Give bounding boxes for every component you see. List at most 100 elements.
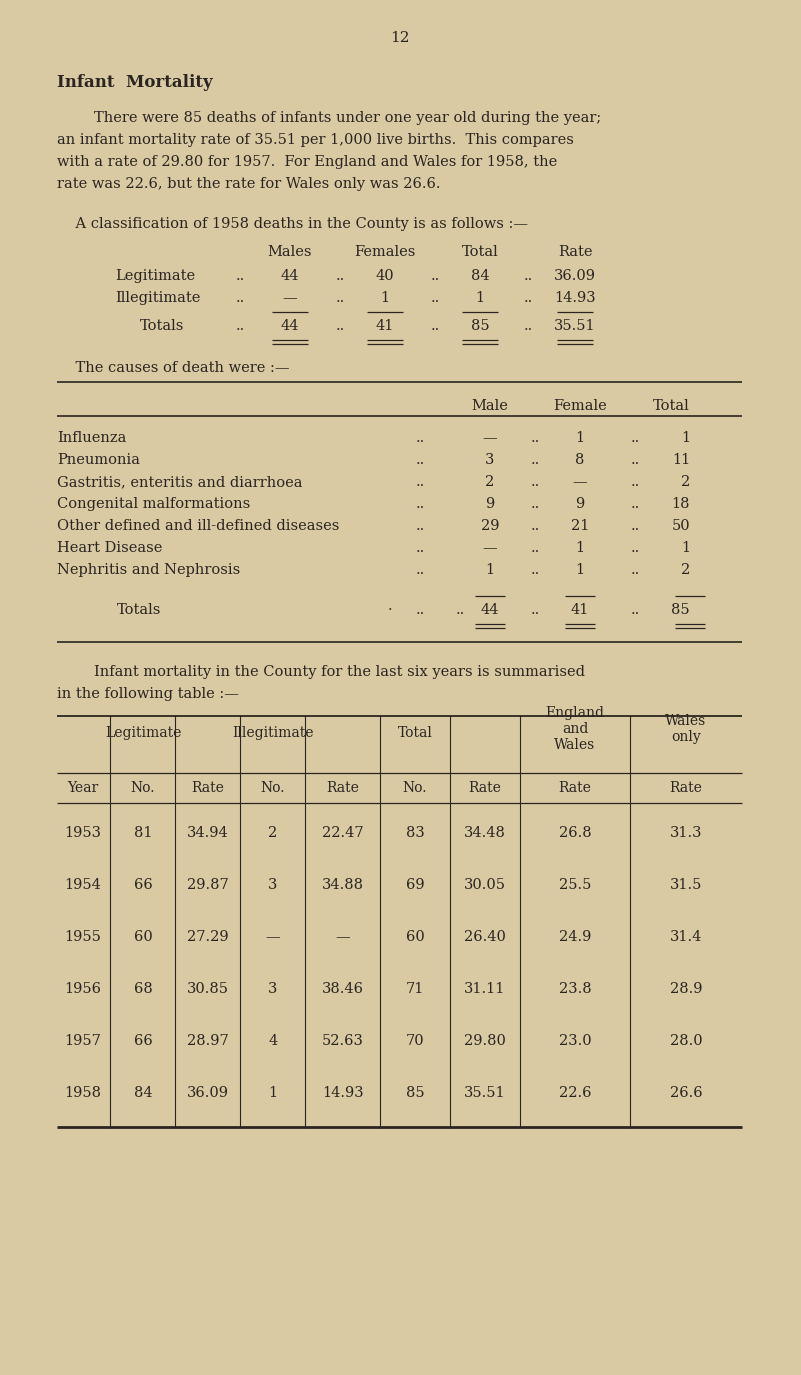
- Text: Pneumonia: Pneumonia: [57, 452, 140, 468]
- Text: 85: 85: [671, 604, 690, 617]
- Text: 14.93: 14.93: [322, 1086, 364, 1100]
- Text: Total: Total: [397, 726, 433, 740]
- Text: —: —: [266, 930, 280, 945]
- Text: No.: No.: [261, 781, 285, 795]
- Text: The causes of death were :—: The causes of death were :—: [57, 362, 289, 375]
- Text: 1954: 1954: [65, 879, 102, 892]
- Text: ..: ..: [336, 292, 344, 305]
- Text: 12: 12: [390, 32, 410, 45]
- Text: Heart Disease: Heart Disease: [57, 540, 163, 556]
- Text: Female: Female: [553, 399, 607, 412]
- Text: ..: ..: [630, 496, 640, 512]
- Text: 1953: 1953: [65, 826, 102, 840]
- Text: ..: ..: [430, 270, 440, 283]
- Text: Rate: Rate: [558, 781, 591, 795]
- Text: ..: ..: [530, 474, 540, 489]
- Text: 85: 85: [471, 319, 489, 333]
- Text: ..: ..: [630, 604, 640, 617]
- Text: 38.46: 38.46: [322, 982, 364, 996]
- Text: 2: 2: [681, 474, 690, 489]
- Text: 41: 41: [571, 604, 590, 617]
- Text: 60: 60: [405, 930, 425, 945]
- Text: Rate: Rate: [469, 781, 501, 795]
- Text: 60: 60: [134, 930, 152, 945]
- Text: 28.97: 28.97: [187, 1034, 229, 1048]
- Text: 3: 3: [268, 982, 278, 996]
- Text: 41: 41: [376, 319, 394, 333]
- Text: 84: 84: [471, 270, 489, 283]
- Text: 2: 2: [485, 474, 495, 489]
- Text: 68: 68: [134, 982, 152, 996]
- Text: 31.3: 31.3: [670, 826, 702, 840]
- Text: There were 85 deaths of infants under one year old during the year;: There were 85 deaths of infants under on…: [57, 111, 602, 125]
- Text: A classification of 1958 deaths in the County is as follows :—: A classification of 1958 deaths in the C…: [57, 217, 528, 231]
- Text: Year: Year: [67, 781, 99, 795]
- Text: 26.8: 26.8: [558, 826, 591, 840]
- Text: an infant mortality rate of 35.51 per 1,000 live births.  This compares: an infant mortality rate of 35.51 per 1,…: [57, 133, 574, 147]
- Text: ..: ..: [336, 319, 344, 333]
- Text: 66: 66: [134, 1034, 152, 1048]
- Text: 18: 18: [671, 496, 690, 512]
- Text: ..: ..: [456, 604, 465, 617]
- Text: Rate: Rate: [670, 781, 702, 795]
- Text: ..: ..: [630, 430, 640, 446]
- Text: Congenital malformations: Congenital malformations: [57, 496, 250, 512]
- Text: 70: 70: [405, 1034, 425, 1048]
- Text: —: —: [573, 474, 587, 489]
- Text: 40: 40: [376, 270, 394, 283]
- Text: 1: 1: [476, 292, 485, 305]
- Text: —: —: [283, 292, 297, 305]
- Text: 52.63: 52.63: [322, 1034, 364, 1048]
- Text: 9: 9: [485, 496, 495, 512]
- Text: ..: ..: [530, 562, 540, 578]
- Text: England
and
Wales: England and Wales: [545, 705, 605, 752]
- Text: 1: 1: [575, 540, 585, 556]
- Text: Rate: Rate: [191, 781, 224, 795]
- Text: 44: 44: [280, 270, 300, 283]
- Text: 1: 1: [575, 430, 585, 446]
- Text: ..: ..: [523, 270, 533, 283]
- Text: ..: ..: [530, 540, 540, 556]
- Text: Males: Males: [268, 245, 312, 258]
- Text: ..: ..: [416, 452, 425, 468]
- Text: ..: ..: [530, 496, 540, 512]
- Text: 11: 11: [672, 452, 690, 468]
- Text: Rate: Rate: [327, 781, 360, 795]
- Text: ..: ..: [235, 270, 244, 283]
- Text: ..: ..: [530, 452, 540, 468]
- Text: 81: 81: [134, 826, 152, 840]
- Text: Total: Total: [654, 399, 690, 412]
- Text: 31.11: 31.11: [465, 982, 505, 996]
- Text: in the following table :—: in the following table :—: [57, 688, 239, 701]
- Text: 22.47: 22.47: [322, 826, 364, 840]
- Text: 1: 1: [380, 292, 389, 305]
- Text: 1: 1: [268, 1086, 278, 1100]
- Text: 24.9: 24.9: [559, 930, 591, 945]
- Text: ..: ..: [430, 319, 440, 333]
- Text: Total: Total: [461, 245, 498, 258]
- Text: Influenza: Influenza: [57, 430, 127, 446]
- Text: Rate: Rate: [557, 245, 592, 258]
- Text: 36.09: 36.09: [554, 270, 596, 283]
- Text: 71: 71: [406, 982, 425, 996]
- Text: 14.93: 14.93: [554, 292, 596, 305]
- Text: 30.85: 30.85: [187, 982, 229, 996]
- Text: with a rate of 29.80 for 1957.  For England and Wales for 1958, the: with a rate of 29.80 for 1957. For Engla…: [57, 155, 557, 169]
- Text: 28.0: 28.0: [670, 1034, 702, 1048]
- Text: ..: ..: [630, 518, 640, 534]
- Text: ..: ..: [235, 319, 244, 333]
- Text: 31.5: 31.5: [670, 879, 702, 892]
- Text: 3: 3: [485, 452, 495, 468]
- Text: 34.48: 34.48: [464, 826, 506, 840]
- Text: 25.5: 25.5: [559, 879, 591, 892]
- Text: Legitimate: Legitimate: [115, 270, 195, 283]
- Text: 1: 1: [485, 562, 494, 578]
- Text: 31.4: 31.4: [670, 930, 702, 945]
- Text: 26.6: 26.6: [670, 1086, 702, 1100]
- Text: 36.09: 36.09: [187, 1086, 229, 1100]
- Text: ..: ..: [416, 604, 425, 617]
- Text: 2: 2: [681, 562, 690, 578]
- Text: Infant  Mortality: Infant Mortality: [57, 73, 212, 91]
- Text: 84: 84: [134, 1086, 152, 1100]
- Text: 69: 69: [405, 879, 425, 892]
